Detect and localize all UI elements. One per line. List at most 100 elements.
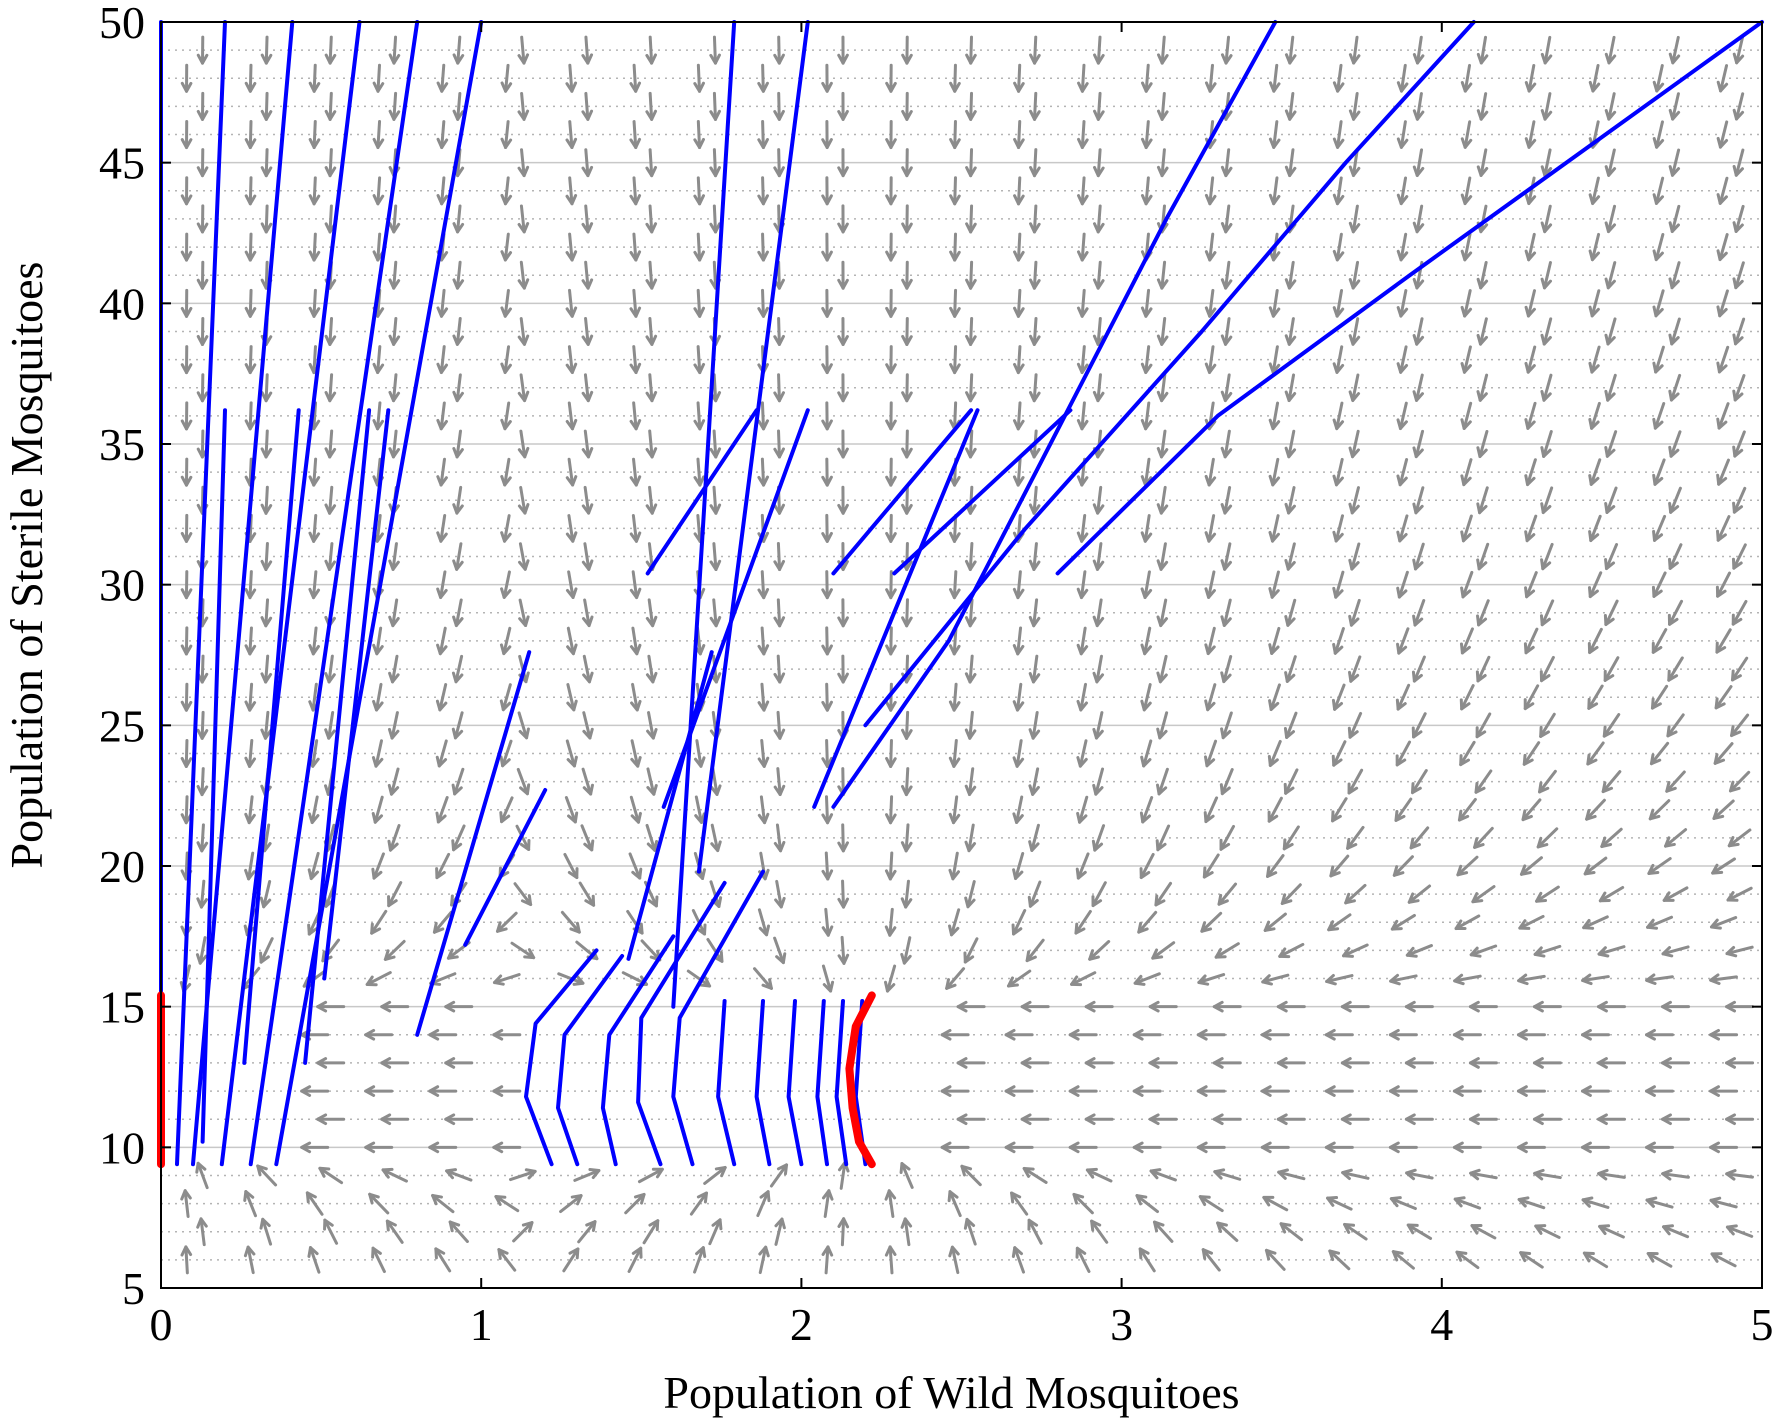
direction-arrow (1396, 570, 1409, 599)
plot-area-frame (160, 21, 1763, 1289)
direction-arrow (436, 176, 449, 206)
direction-arrow (381, 1167, 408, 1183)
direction-arrow (646, 711, 658, 740)
direction-arrow (948, 795, 961, 825)
trajectory-line (636, 880, 727, 1167)
direction-arrow (821, 907, 834, 937)
direction-arrow (900, 1217, 913, 1247)
direction-arrow (1713, 742, 1734, 765)
direction-arrow (821, 120, 833, 150)
direction-arrow (244, 120, 257, 150)
direction-arrow (757, 682, 770, 712)
direction-arrow (1324, 1141, 1354, 1154)
direction-arrow (1412, 429, 1425, 459)
direction-arrow (372, 120, 385, 150)
direction-arrow (1028, 654, 1041, 684)
direction-arrow (1517, 973, 1546, 986)
direction-arrow (1604, 148, 1617, 177)
direction-arrow (308, 513, 321, 543)
direction-arrow (244, 570, 257, 600)
direction-arrow (180, 738, 193, 768)
direction-arrow (260, 35, 273, 65)
direction-arrow (1076, 288, 1089, 318)
direction-arrow (1012, 739, 1025, 768)
direction-arrow (566, 683, 578, 712)
direction-arrow (1598, 885, 1625, 903)
direction-arrow (1405, 944, 1433, 958)
direction-arrow (773, 148, 785, 178)
direction-arrow (963, 1217, 977, 1246)
direction-arrow (300, 1141, 330, 1154)
direction-arrow (1072, 1192, 1094, 1215)
direction-arrow (1325, 973, 1354, 986)
direction-arrow (709, 204, 721, 234)
direction-arrow (1727, 828, 1752, 848)
trajectory-line (754, 999, 772, 1167)
x-tick-label: 4 (1430, 1299, 1453, 1350)
direction-arrow (380, 1057, 410, 1069)
direction-arrow (1092, 260, 1105, 290)
direction-arrow (307, 1246, 321, 1274)
direction-arrow (1091, 881, 1107, 908)
direction-arrow (1732, 35, 1745, 65)
direction-arrow (1091, 824, 1106, 852)
direction-arrow (1027, 1218, 1043, 1245)
direction-arrow (1132, 1141, 1162, 1154)
direction-arrow (1220, 598, 1232, 627)
direction-arrow (388, 654, 400, 684)
direction-arrow (364, 1141, 394, 1154)
direction-arrow (372, 63, 385, 93)
direction-arrow (372, 626, 384, 656)
direction-arrow (324, 91, 337, 121)
direction-arrow (244, 682, 257, 712)
direction-arrow (773, 936, 787, 965)
direction-arrow (885, 682, 897, 712)
direction-arrow (1088, 940, 1111, 961)
direction-arrow (565, 232, 578, 262)
direction-arrow (757, 63, 769, 93)
direction-arrow (693, 120, 705, 150)
direction-arrow (1460, 514, 1473, 543)
direction-arrow (1588, 514, 1602, 543)
direction-arrow (948, 1245, 960, 1275)
direction-arrow (1348, 429, 1360, 459)
direction-arrow (444, 1000, 474, 1013)
direction-arrow (773, 654, 786, 684)
direction-arrow (1348, 317, 1361, 346)
direction-arrow (1404, 1113, 1434, 1126)
direction-arrow (180, 345, 193, 375)
direction-arrow (1716, 233, 1729, 262)
direction-arrow (1092, 711, 1104, 740)
direction-arrow (388, 260, 401, 290)
direction-arrow (1582, 915, 1609, 930)
direction-arrow (1665, 770, 1686, 793)
direction-arrow (1712, 799, 1735, 820)
direction-arrow (316, 1113, 346, 1126)
direction-arrow (435, 852, 451, 880)
direction-arrow (1220, 655, 1233, 684)
direction-arrow (1476, 35, 1489, 65)
direction-arrow (1455, 1250, 1480, 1270)
direction-arrow (1090, 1219, 1109, 1244)
direction-arrow (821, 457, 833, 487)
direction-arrow (940, 1085, 970, 1097)
direction-arrow (1348, 655, 1362, 683)
direction-arrow (1588, 289, 1601, 318)
direction-arrow (1028, 598, 1041, 628)
direction-arrow (1585, 798, 1606, 821)
direction-arrow (1661, 1113, 1691, 1126)
direction-arrow (1332, 289, 1345, 318)
direction-arrow (1652, 120, 1665, 149)
direction-arrow (949, 120, 961, 150)
direction-arrow (949, 63, 961, 93)
x-tick-label: 2 (790, 1299, 813, 1350)
trajectory-line (815, 999, 829, 1167)
direction-arrow (1709, 1141, 1739, 1154)
direction-arrow (452, 91, 465, 121)
direction-arrow (948, 908, 961, 937)
direction-arrow (949, 513, 961, 543)
direction-arrow (1201, 1248, 1221, 1272)
direction-arrow (1524, 458, 1537, 487)
direction-arrow (428, 1085, 458, 1097)
direction-arrow (821, 345, 833, 375)
